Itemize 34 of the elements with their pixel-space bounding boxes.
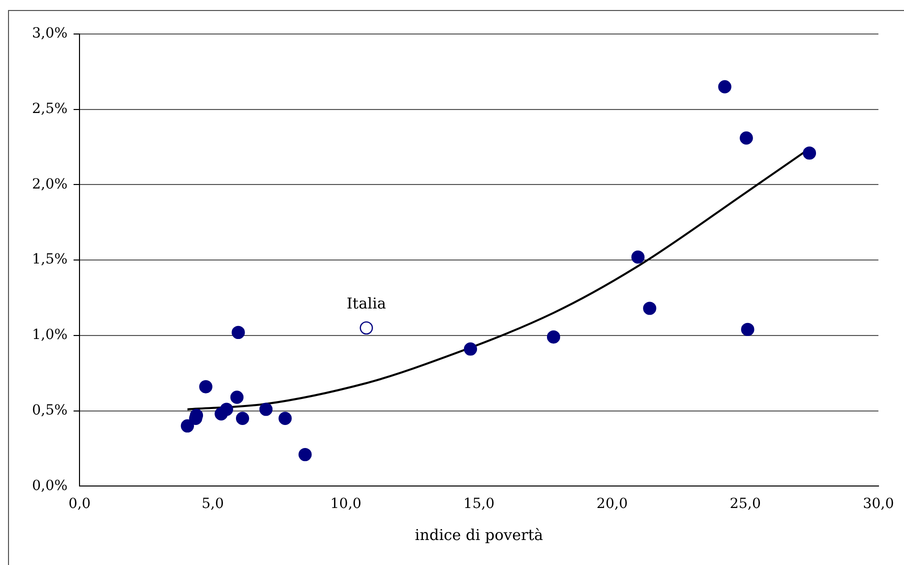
- point: [259, 402, 273, 416]
- point: [740, 131, 753, 145]
- point: [230, 390, 244, 404]
- y-tick-label: 3,0%: [32, 26, 68, 42]
- point: [199, 380, 212, 394]
- point: [546, 330, 560, 344]
- annotation: Italia: [346, 294, 386, 312]
- y-tick-label: 1,0%: [32, 327, 68, 344]
- x-axis-title: indice di povertà: [414, 526, 544, 544]
- point: [236, 412, 250, 425]
- x-tick-label: 25,0: [730, 496, 761, 512]
- point: [278, 412, 292, 425]
- x-tick-label: 5,0: [202, 496, 224, 512]
- point: [741, 322, 754, 336]
- x-tick-label: 15,0: [463, 496, 495, 512]
- point: [180, 419, 194, 433]
- point: [464, 342, 478, 356]
- y-tick-label: 0,0%: [32, 478, 68, 494]
- x-tick-label: 30,0: [862, 496, 894, 512]
- point: [298, 448, 312, 462]
- x-tick-label: 20,0: [596, 496, 628, 512]
- point: [718, 80, 732, 94]
- point: [631, 250, 645, 264]
- x-tick-label: 10,0: [330, 496, 362, 512]
- y-tick-label: 2,0%: [32, 176, 68, 192]
- y-tick-label: 1,5%: [32, 252, 68, 268]
- point: [220, 402, 234, 416]
- x-tick-label: 0,0: [68, 496, 91, 512]
- point: [232, 326, 245, 340]
- point: [802, 146, 816, 160]
- y-tick-label: 2,5%: [32, 101, 68, 118]
- point: [643, 302, 656, 315]
- y-tick-label: 0,5%: [32, 402, 68, 418]
- point: [360, 321, 373, 335]
